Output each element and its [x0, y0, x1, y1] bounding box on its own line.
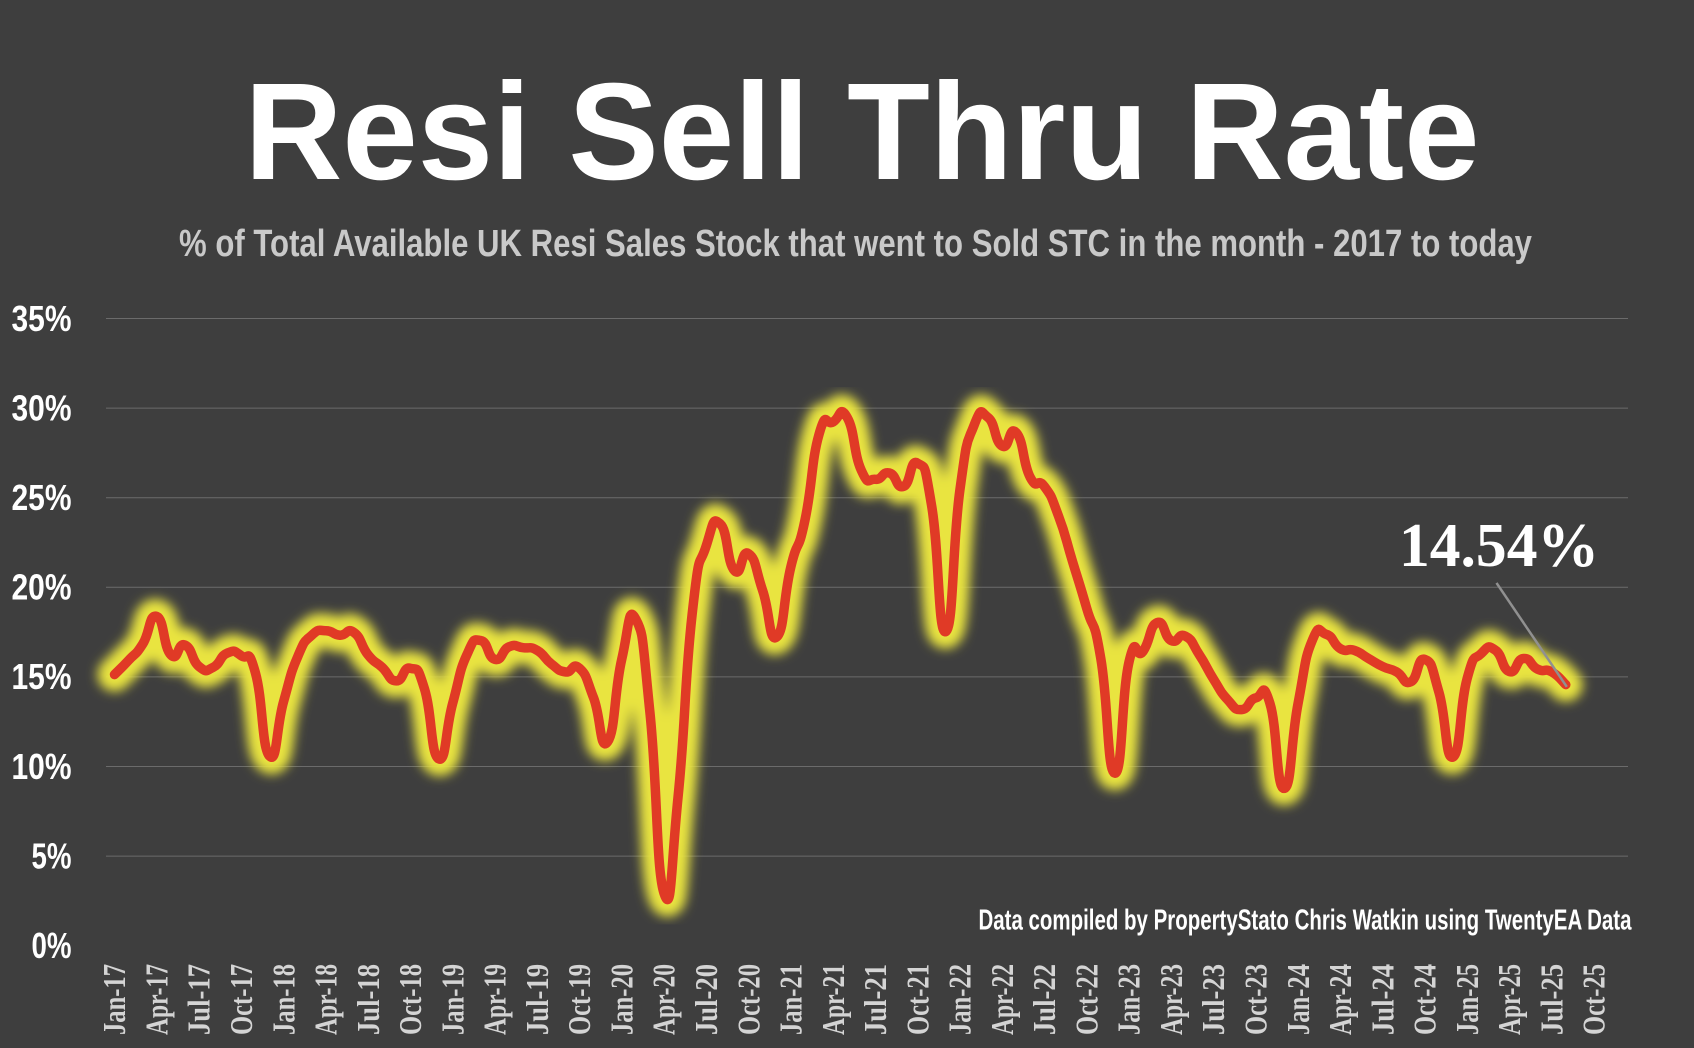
svg-text:Jul-23: Jul-23 [1195, 964, 1231, 1035]
svg-text:35%: 35% [12, 298, 72, 339]
svg-text:Jul-18: Jul-18 [350, 964, 386, 1035]
svg-text:Jan-18: Jan-18 [265, 964, 301, 1035]
svg-text:Jan-25: Jan-25 [1449, 964, 1485, 1035]
svg-text:Oct-22: Oct-22 [1068, 964, 1104, 1035]
svg-text:Jan-22: Jan-22 [942, 964, 978, 1035]
svg-text:Oct-19: Oct-19 [561, 964, 597, 1035]
svg-text:Oct-17: Oct-17 [223, 964, 259, 1035]
svg-text:Jan-19: Jan-19 [434, 964, 470, 1035]
svg-text:Jul-21: Jul-21 [857, 964, 893, 1035]
svg-text:Jan-17: Jan-17 [96, 964, 132, 1035]
svg-text:25%: 25% [12, 477, 72, 518]
svg-text:Oct-18: Oct-18 [392, 964, 428, 1035]
svg-text:Jan-23: Jan-23 [1111, 964, 1147, 1035]
svg-text:Jul-24: Jul-24 [1364, 964, 1400, 1035]
svg-text:Apr-19: Apr-19 [477, 964, 513, 1035]
svg-text:0%: 0% [32, 925, 72, 966]
svg-text:Resi Sell Thru Rate: Resi Sell Thru Rate [245, 55, 1480, 209]
svg-text:Oct-24: Oct-24 [1407, 964, 1443, 1035]
svg-text:Jan-20: Jan-20 [603, 964, 639, 1035]
svg-text:5%: 5% [32, 835, 72, 876]
svg-text:Oct-25: Oct-25 [1576, 964, 1612, 1035]
svg-text:Oct-20: Oct-20 [730, 964, 766, 1035]
svg-text:Jul-17: Jul-17 [181, 964, 217, 1035]
svg-text:30%: 30% [12, 387, 72, 428]
svg-text:Oct-21: Oct-21 [899, 964, 935, 1035]
svg-text:Jul-20: Jul-20 [688, 964, 724, 1035]
svg-text:Apr-18: Apr-18 [308, 964, 344, 1035]
svg-text:15%: 15% [12, 656, 72, 697]
svg-text:20%: 20% [12, 567, 72, 608]
svg-text:Jul-22: Jul-22 [1026, 964, 1062, 1035]
svg-text:% of Total Available UK Resi S: % of Total Available UK Resi Sales Stock… [179, 223, 1532, 265]
svg-text:Data compiled by PropertyStato: Data compiled by PropertyStato Chris Wat… [979, 904, 1633, 936]
svg-text:Oct-23: Oct-23 [1238, 964, 1274, 1035]
svg-text:Apr-23: Apr-23 [1153, 964, 1189, 1035]
svg-text:Apr-20: Apr-20 [646, 964, 682, 1035]
svg-text:Apr-25: Apr-25 [1491, 964, 1527, 1035]
svg-text:Jul-25: Jul-25 [1533, 964, 1569, 1035]
svg-text:Apr-21: Apr-21 [815, 964, 851, 1035]
svg-text:Jan-24: Jan-24 [1280, 964, 1316, 1035]
svg-text:Jul-19: Jul-19 [519, 964, 555, 1035]
svg-text:Apr-22: Apr-22 [984, 964, 1020, 1035]
svg-text:10%: 10% [12, 746, 72, 787]
svg-text:Apr-17: Apr-17 [139, 964, 175, 1035]
svg-text:Jan-21: Jan-21 [773, 964, 809, 1035]
svg-text:14.54%: 14.54% [1399, 512, 1599, 580]
svg-text:Apr-24: Apr-24 [1322, 964, 1358, 1035]
